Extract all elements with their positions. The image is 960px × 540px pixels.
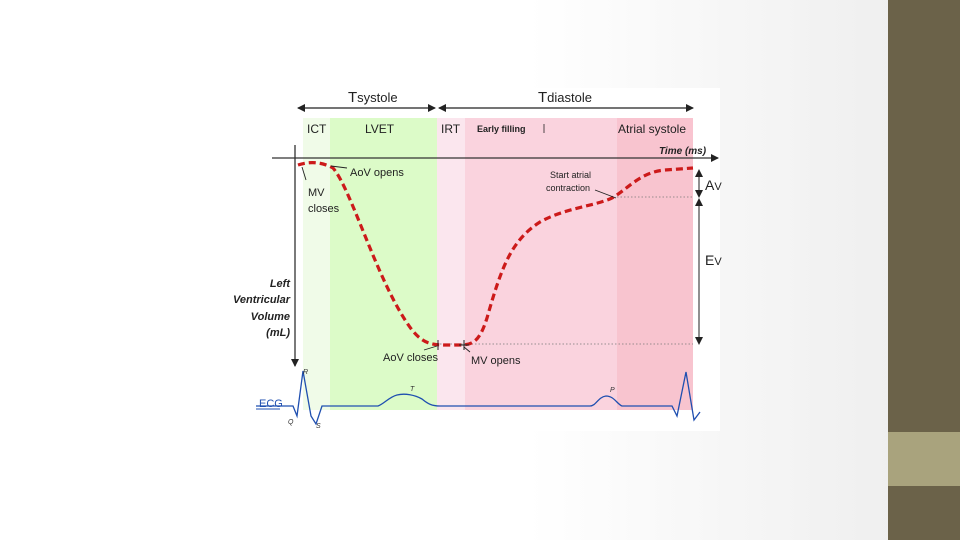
mv-opens-annotation: MV opens [471, 355, 521, 367]
phase-ict-label: ICT [307, 122, 327, 136]
y-axis-label-line2: Ventricular [233, 294, 291, 306]
y-axis-label-line3: Volume [251, 311, 290, 323]
decor-stripe-dark-bottom [888, 486, 960, 540]
lvet-band [330, 118, 437, 410]
phase-irt-label: IRT [441, 122, 461, 136]
phase-early-filling-label: Early filling [477, 124, 526, 134]
irt-band [437, 118, 465, 410]
time-axis-label: Time (ms) [659, 146, 707, 157]
start-atrial-annotation-line2: contraction [546, 183, 590, 193]
ecg-t-label: T [410, 386, 415, 393]
start-atrial-annotation-line1: Start atrial [550, 170, 591, 180]
mv-opens-leader [463, 346, 471, 353]
ecg-wave-labels: R Q S T P [288, 369, 615, 430]
aov-closes-annotation: AoV closes [383, 352, 439, 364]
y-axis-label-line1: Left [270, 278, 292, 290]
decor-stripe-dark [888, 0, 960, 432]
annotation-leaders [301, 165, 617, 353]
atrial-systole-header [617, 118, 693, 139]
early-filling-header [465, 118, 617, 139]
aov-opens-annotation: AoV opens [350, 167, 404, 179]
ecg-trace [256, 370, 701, 426]
y-axis-label-line4: (mL) [266, 327, 290, 339]
early-filling-band [465, 118, 617, 410]
ev-label: EV [705, 252, 722, 268]
ecg-r-label: R [303, 369, 308, 376]
lv-volume-curve [297, 161, 694, 347]
event-markers [437, 340, 469, 350]
mv-closes-annotation-line1: MV [308, 187, 325, 199]
ecg-q-label: Q [288, 419, 294, 426]
start-atrial-leader [594, 189, 617, 199]
mv-closes-annotation-line2: closes [308, 203, 340, 215]
decor-stripe-light [888, 432, 960, 486]
ecg-p-label: P [610, 387, 615, 394]
y-axis-label: Left Ventricular Volume (mL) [233, 278, 291, 339]
t-systole-label: Tsystole [348, 89, 398, 106]
phase-atrial-systole-label: Atrial systole [618, 122, 686, 136]
ecg-label: ECG [259, 398, 283, 410]
ict-band [303, 118, 330, 410]
mv-closes-leader [301, 166, 307, 181]
phase-lvet-label: LVET [365, 122, 395, 136]
lvet-header [330, 118, 437, 139]
av-label: AV [705, 177, 722, 193]
t-diastole-label: Tdiastole [538, 89, 592, 106]
atrial-systole-band [617, 118, 693, 410]
aov-closes-leader [423, 345, 438, 351]
aov-opens-leader [330, 165, 348, 169]
ecg-s-label: S [316, 423, 321, 430]
